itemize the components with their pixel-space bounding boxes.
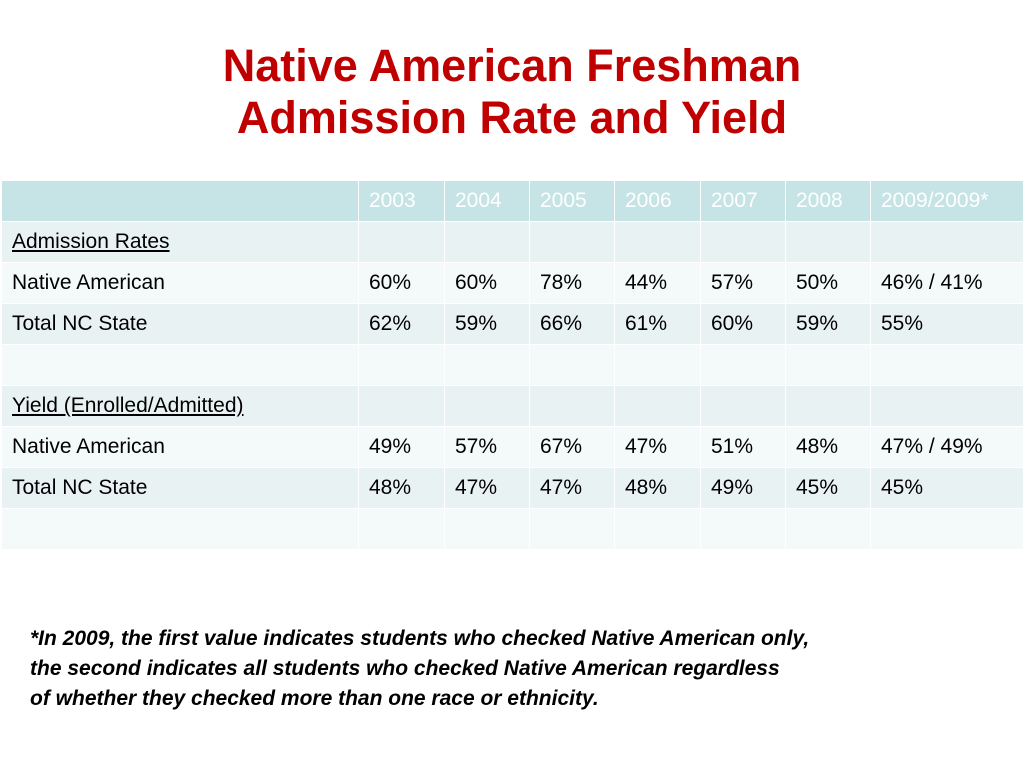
header-cell-year: 2003 — [358, 180, 445, 222]
row-label — [1, 344, 359, 386]
header-cell-year: 2007 — [700, 180, 786, 222]
footnote-line-1: *In 2009, the first value indicates stud… — [30, 627, 810, 650]
table-cell: 59% — [785, 303, 871, 345]
row-label — [1, 508, 359, 550]
table-cell: 47% — [529, 467, 615, 509]
table-cell — [614, 344, 701, 386]
table-cell: 57% — [700, 262, 786, 304]
table-cell — [785, 344, 871, 386]
table-cell — [529, 385, 615, 427]
table-cell — [785, 508, 871, 550]
slide-title: Native American Freshman Admission Rate … — [0, 40, 1024, 144]
table-cell: 51% — [700, 426, 786, 468]
table-cell — [444, 344, 530, 386]
table-cell: 45% — [870, 467, 1024, 509]
row-section-label: Admission Rates — [1, 221, 359, 263]
table-cell: 48% — [785, 426, 871, 468]
admission-yield-table: 2003 2004 2005 2006 2007 2008 2009/2009*… — [1, 180, 1024, 550]
row-section-label: Yield (Enrolled/Admitted) — [1, 385, 359, 427]
footnote: *In 2009, the first value indicates stud… — [30, 624, 1000, 714]
table-cell: 44% — [614, 262, 701, 304]
header-cell-year: 2009/2009* — [870, 180, 1024, 222]
table-cell — [529, 221, 615, 263]
table-cell: 48% — [358, 467, 445, 509]
row-label: Total NC State — [1, 303, 359, 345]
table-cell: 47% — [614, 426, 701, 468]
table-row: Native American 60% 60% 78% 44% 57% 50% … — [1, 262, 1024, 304]
table-cell — [358, 508, 445, 550]
table-cell: 60% — [358, 262, 445, 304]
table-cell: 59% — [444, 303, 530, 345]
table-cell — [700, 385, 786, 427]
table-cell: 49% — [700, 467, 786, 509]
table-row: Admission Rates — [1, 221, 1024, 263]
header-cell-year: 2008 — [785, 180, 871, 222]
table-cell — [870, 508, 1024, 550]
table-row: Total NC State 62% 59% 66% 61% 60% 59% 5… — [1, 303, 1024, 345]
header-cell-year: 2004 — [444, 180, 530, 222]
table-cell — [614, 508, 701, 550]
table-row: Native American 49% 57% 67% 47% 51% 48% … — [1, 426, 1024, 468]
table-cell — [870, 385, 1024, 427]
footnote-line-2: the second indicates all students who ch… — [30, 657, 780, 680]
table-cell: 66% — [529, 303, 615, 345]
table-cell: 67% — [529, 426, 615, 468]
table-cell: 50% — [785, 262, 871, 304]
table-cell — [529, 508, 615, 550]
table-row: Total NC State 48% 47% 47% 48% 49% 45% 4… — [1, 467, 1024, 509]
row-label: Native American — [1, 262, 359, 304]
table-cell: 47% / 49% — [870, 426, 1024, 468]
table-cell: 46% / 41% — [870, 262, 1024, 304]
row-label: Total NC State — [1, 467, 359, 509]
table-cell: 60% — [700, 303, 786, 345]
title-line-1: Native American Freshman — [222, 40, 802, 91]
table-cell — [700, 344, 786, 386]
table-cell — [358, 221, 445, 263]
table-cell: 60% — [444, 262, 530, 304]
table-cell — [614, 221, 701, 263]
table-cell: 48% — [614, 467, 701, 509]
title-line-2: Admission Rate and Yield — [236, 92, 788, 143]
header-cell-blank — [1, 180, 359, 222]
table-cell: 78% — [529, 262, 615, 304]
table-cell — [358, 385, 445, 427]
table-cell: 49% — [358, 426, 445, 468]
table-cell: 45% — [785, 467, 871, 509]
table-cell: 55% — [870, 303, 1024, 345]
table-row — [1, 508, 1024, 550]
table-cell: 47% — [444, 467, 530, 509]
row-label: Native American — [1, 426, 359, 468]
table-cell: 61% — [614, 303, 701, 345]
table-cell — [444, 221, 530, 263]
table-header-row: 2003 2004 2005 2006 2007 2008 2009/2009* — [1, 180, 1024, 222]
table-cell: 57% — [444, 426, 530, 468]
table-cell: 62% — [358, 303, 445, 345]
table-cell — [785, 385, 871, 427]
table-cell — [529, 344, 615, 386]
table-cell — [358, 344, 445, 386]
header-cell-year: 2006 — [614, 180, 701, 222]
header-cell-year: 2005 — [529, 180, 615, 222]
table-cell — [870, 221, 1024, 263]
table-cell — [700, 508, 786, 550]
footnote-line-3: of whether they checked more than one ra… — [30, 687, 599, 710]
table-row — [1, 344, 1024, 386]
table-cell — [444, 385, 530, 427]
table-cell — [700, 221, 786, 263]
table-cell — [444, 508, 530, 550]
table-cell — [870, 344, 1024, 386]
table-row: Yield (Enrolled/Admitted) — [1, 385, 1024, 427]
table-cell — [614, 385, 701, 427]
table-cell — [785, 221, 871, 263]
